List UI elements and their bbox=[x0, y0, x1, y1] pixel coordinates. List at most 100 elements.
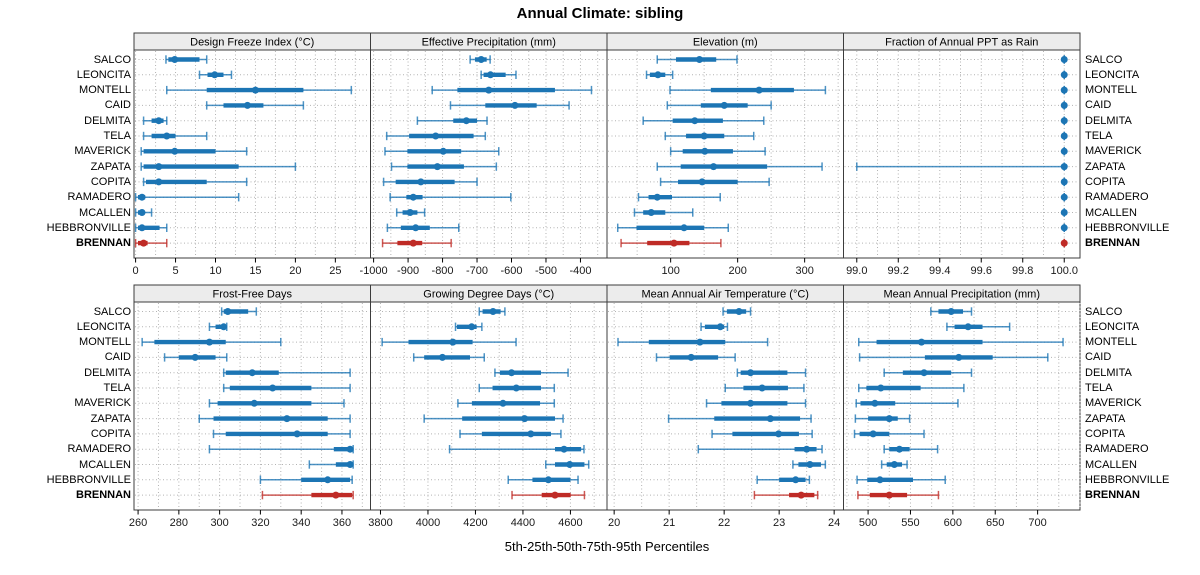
series-copita bbox=[142, 177, 248, 187]
series-ramadero bbox=[389, 193, 512, 202]
station-label-right-brennan: BRENNAN bbox=[1085, 489, 1140, 502]
panel-box bbox=[606, 49, 844, 259]
x-tick-label: 600 bbox=[944, 517, 962, 529]
panel-effective-precipitation-mm: Effective Precipitation (mm) -1000 -900 -80… bbox=[360, 32, 608, 277]
median-dot bbox=[1060, 193, 1068, 201]
median-dot bbox=[138, 209, 146, 216]
x-tick-label: -600 bbox=[500, 265, 522, 277]
series-tela bbox=[142, 131, 208, 141]
median-dot bbox=[691, 117, 699, 125]
x-tick-label: 300 bbox=[210, 517, 228, 529]
series-brennan bbox=[1060, 238, 1068, 248]
x-tick-label: 20 bbox=[289, 265, 301, 277]
station-label-right-hebbronville: HEBBRONVILLE bbox=[1085, 221, 1170, 234]
median-dot bbox=[191, 353, 199, 361]
x-tick-label: 4200 bbox=[463, 517, 487, 529]
station-label-right-maverick: MAVERICK bbox=[1085, 397, 1142, 410]
series-mcallen bbox=[1060, 208, 1068, 217]
median-dot bbox=[1060, 71, 1068, 79]
median-dot bbox=[797, 491, 805, 499]
median-dot bbox=[220, 323, 228, 331]
series-brennan bbox=[857, 490, 940, 500]
median-dot bbox=[1060, 117, 1068, 125]
series-hebbronville bbox=[386, 223, 460, 232]
series-copita bbox=[1060, 177, 1068, 187]
series-mcallen bbox=[792, 460, 827, 469]
x-tick-label: 21 bbox=[663, 517, 675, 529]
median-dot bbox=[499, 399, 507, 407]
series-copita bbox=[212, 429, 351, 439]
median-dot bbox=[670, 239, 678, 247]
series-montell bbox=[617, 337, 769, 347]
series-leoncita bbox=[454, 322, 483, 331]
series-tela bbox=[664, 131, 755, 141]
series-zapata bbox=[198, 414, 351, 423]
median-dot bbox=[439, 147, 447, 155]
strip-title: Fraction of Annual PPT as Rain bbox=[885, 37, 1038, 49]
median-dot bbox=[138, 224, 146, 232]
x-tick-label: 200 bbox=[728, 265, 746, 277]
series-zapata bbox=[667, 414, 812, 423]
x-tick-label: 0 bbox=[133, 265, 139, 277]
median-dot bbox=[409, 193, 417, 201]
panel-box bbox=[370, 49, 608, 259]
panel-fraction-of-annual-ppt-as-rain: Fraction of Annual PPT as Rain 99.0 99.2 99… bbox=[843, 32, 1081, 277]
series-delmita bbox=[142, 116, 168, 125]
median-dot bbox=[324, 476, 332, 484]
series-zapata bbox=[140, 162, 297, 171]
panel-design-freeze-index-c: Design Freeze Index (°C) 0 5 10 15 20 25 bbox=[133, 32, 371, 277]
series-caid bbox=[655, 353, 736, 362]
median-dot bbox=[710, 163, 718, 171]
median-dot bbox=[653, 193, 661, 201]
series-maverick bbox=[855, 399, 959, 408]
x-tick-label: 300 bbox=[795, 265, 813, 277]
station-label-left-zapata: ZAPATA bbox=[90, 412, 131, 425]
series-zapata bbox=[656, 162, 823, 171]
median-dot bbox=[477, 56, 485, 63]
station-label-right-copita: COPITA bbox=[1085, 175, 1126, 188]
series-leoncita bbox=[645, 70, 674, 79]
series-ramadero bbox=[883, 445, 939, 454]
series-mcallen bbox=[633, 208, 694, 217]
series-brennan bbox=[511, 490, 586, 500]
median-dot bbox=[489, 308, 497, 315]
x-tick-label: 500 bbox=[859, 517, 877, 529]
station-label-left-brennan: BRENNAN bbox=[76, 237, 131, 250]
strip-title: Elevation (m) bbox=[693, 37, 758, 49]
median-dot bbox=[701, 147, 709, 155]
median-dot bbox=[462, 117, 470, 125]
median-dot bbox=[871, 399, 879, 407]
station-label-right-ramadero: RAMADERO bbox=[1085, 191, 1149, 204]
x-tick-label: 650 bbox=[986, 517, 1004, 529]
x-tick-label: 24 bbox=[828, 517, 840, 529]
x-tick-label: 10 bbox=[209, 265, 221, 277]
station-label-left-tela: TELA bbox=[103, 130, 131, 142]
station-label-right-copita: COPITA bbox=[1085, 427, 1126, 440]
series-montell bbox=[669, 85, 827, 95]
panel-box bbox=[606, 301, 844, 511]
median-dot bbox=[885, 491, 893, 499]
median-dot bbox=[140, 239, 148, 247]
station-label-right-maverick: MAVERICK bbox=[1085, 145, 1142, 158]
series-ramadero bbox=[637, 193, 721, 202]
series-maverick bbox=[140, 147, 248, 156]
series-hebbronville bbox=[616, 223, 730, 232]
series-salco bbox=[722, 307, 752, 316]
median-dot bbox=[920, 369, 928, 377]
station-label-right-delmita: DELMITA bbox=[1085, 366, 1132, 379]
station-label-left-copita: COPITA bbox=[90, 175, 131, 188]
station-label-right-montell: MONTELL bbox=[1085, 336, 1137, 349]
x-tick-label: 15 bbox=[249, 265, 261, 277]
median-dot bbox=[293, 430, 301, 438]
median-dot bbox=[654, 71, 662, 79]
median-dot bbox=[527, 430, 535, 438]
series-leoncita bbox=[208, 322, 228, 331]
gridlines bbox=[371, 303, 606, 509]
station-label-right-salco: SALCO bbox=[1085, 305, 1123, 318]
x-tick-label: 280 bbox=[170, 517, 188, 529]
median-dot bbox=[551, 491, 559, 499]
x-tick-label: -500 bbox=[535, 265, 557, 277]
series-hebbronville bbox=[507, 475, 579, 484]
series-mcallen bbox=[395, 208, 426, 217]
